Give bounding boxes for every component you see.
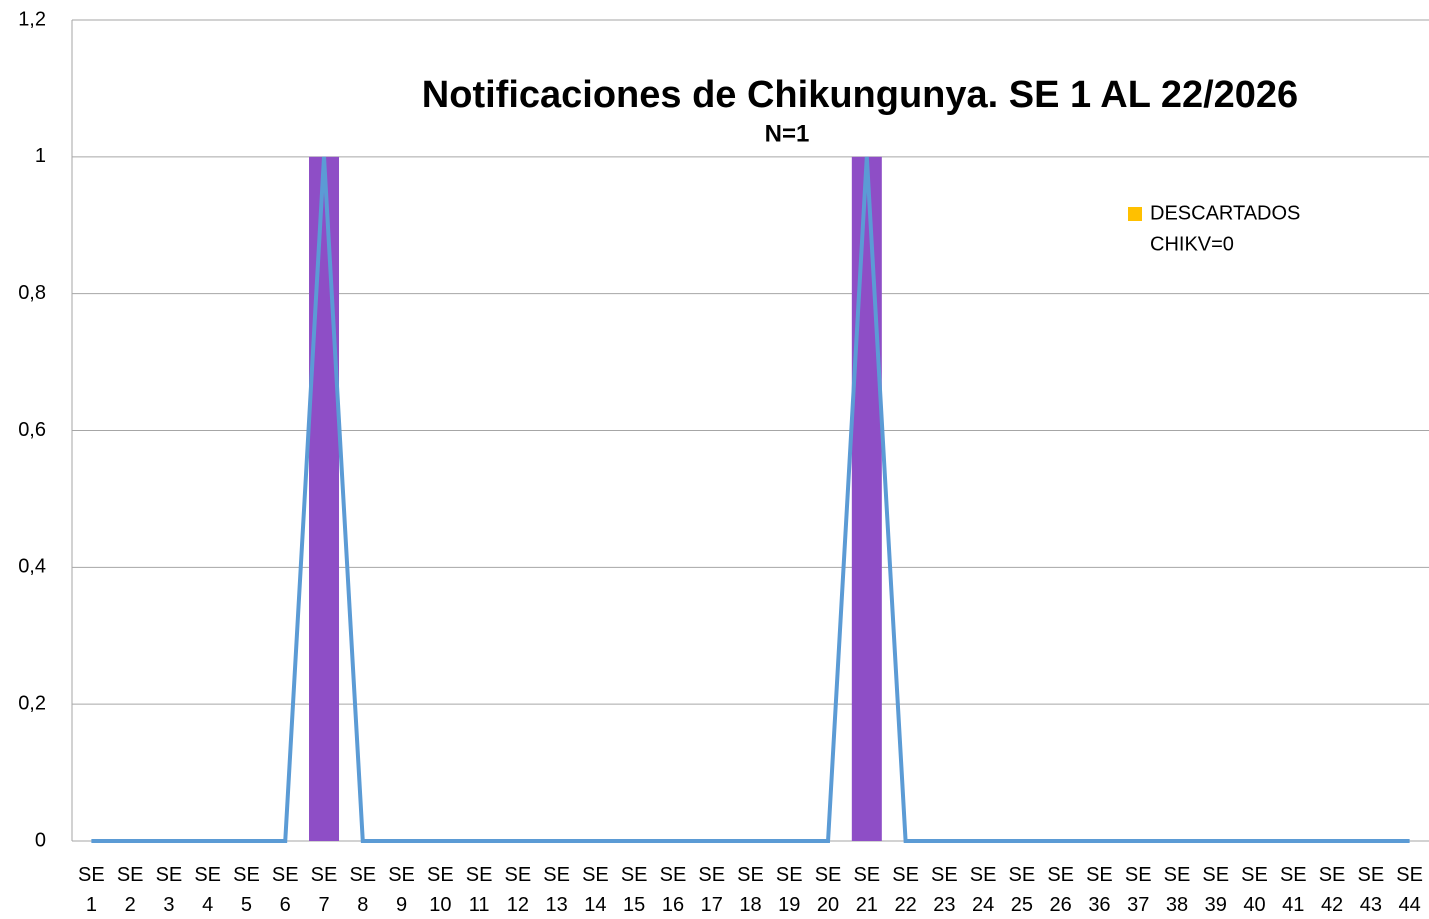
- x-tick-label: SE 36: [1086, 864, 1113, 916]
- bar: [851, 156, 882, 842]
- x-tick-label: SE 38: [1163, 864, 1191, 916]
- x-tick-label: SE 22: [892, 864, 919, 916]
- x-tick-label: SE 11: [465, 864, 493, 916]
- x-tick-label: SE 4: [194, 864, 222, 916]
- legend-label: DESCARTADOS: [1150, 202, 1300, 224]
- x-tick-label: SE 20: [814, 864, 842, 916]
- y-tick-label: 0,4: [18, 556, 46, 578]
- x-tick-label: SE 10: [426, 864, 454, 916]
- x-tick-label: SE 15: [620, 864, 648, 916]
- x-tick-label: SE 37: [1124, 864, 1152, 916]
- x-tick-label: SE 14: [582, 864, 609, 916]
- x-tick-label: SE 43: [1357, 864, 1385, 916]
- x-tick-label: SE 1: [78, 864, 105, 916]
- x-tick-label: SE 17: [698, 864, 726, 916]
- x-tick-label: SE 26: [1047, 864, 1074, 916]
- x-tick-label: SE 23: [931, 864, 958, 916]
- x-tick-label: SE 2: [116, 864, 144, 916]
- x-tick-label: SE 8: [349, 864, 377, 916]
- annotation: CHIKV=0: [1150, 233, 1234, 255]
- y-tick-label: 0: [35, 829, 46, 851]
- line: [91, 156, 1410, 843]
- x-tick-label: SE 3: [155, 864, 183, 916]
- x-tick-label: SE 19: [775, 864, 803, 916]
- chart-title: Notificaciones de Chikungunya. SE 1 AL 2…: [422, 74, 1298, 116]
- x-tick-label: SE 44: [1396, 864, 1423, 916]
- x-tick-label: SE 24: [969, 864, 997, 916]
- x-tick-label: SE 13: [543, 864, 570, 916]
- x-tick-label: SE 7: [310, 864, 338, 916]
- y-tick-label: 0,2: [18, 692, 46, 714]
- y-tick-label: 0,6: [18, 419, 46, 441]
- x-tick-label: SE 41: [1279, 864, 1307, 916]
- x-tick-label: SE 39: [1202, 864, 1230, 916]
- x-tick-label: SE 18: [737, 864, 764, 916]
- x-tick-label: SE 42: [1318, 864, 1346, 916]
- legend-swatch: [1128, 207, 1142, 221]
- y-tick-label: 1,2: [18, 8, 46, 30]
- x-tick-label: SE 5: [233, 864, 260, 916]
- x-tick-label: SE 40: [1241, 864, 1268, 916]
- bar: [309, 156, 340, 842]
- x-tick-label: SE 6: [271, 864, 299, 916]
- x-tick-label: SE 9: [388, 864, 415, 916]
- x-tick-label: SE 12: [504, 864, 532, 916]
- chart-subtitle: N=1: [765, 120, 810, 147]
- x-tick-label: SE 21: [853, 864, 881, 916]
- y-tick-label: 0,8: [18, 282, 46, 304]
- x-tick-label: SE 16: [659, 864, 687, 916]
- y-tick-label: 1: [35, 145, 46, 167]
- x-tick-label: SE 25: [1008, 864, 1036, 916]
